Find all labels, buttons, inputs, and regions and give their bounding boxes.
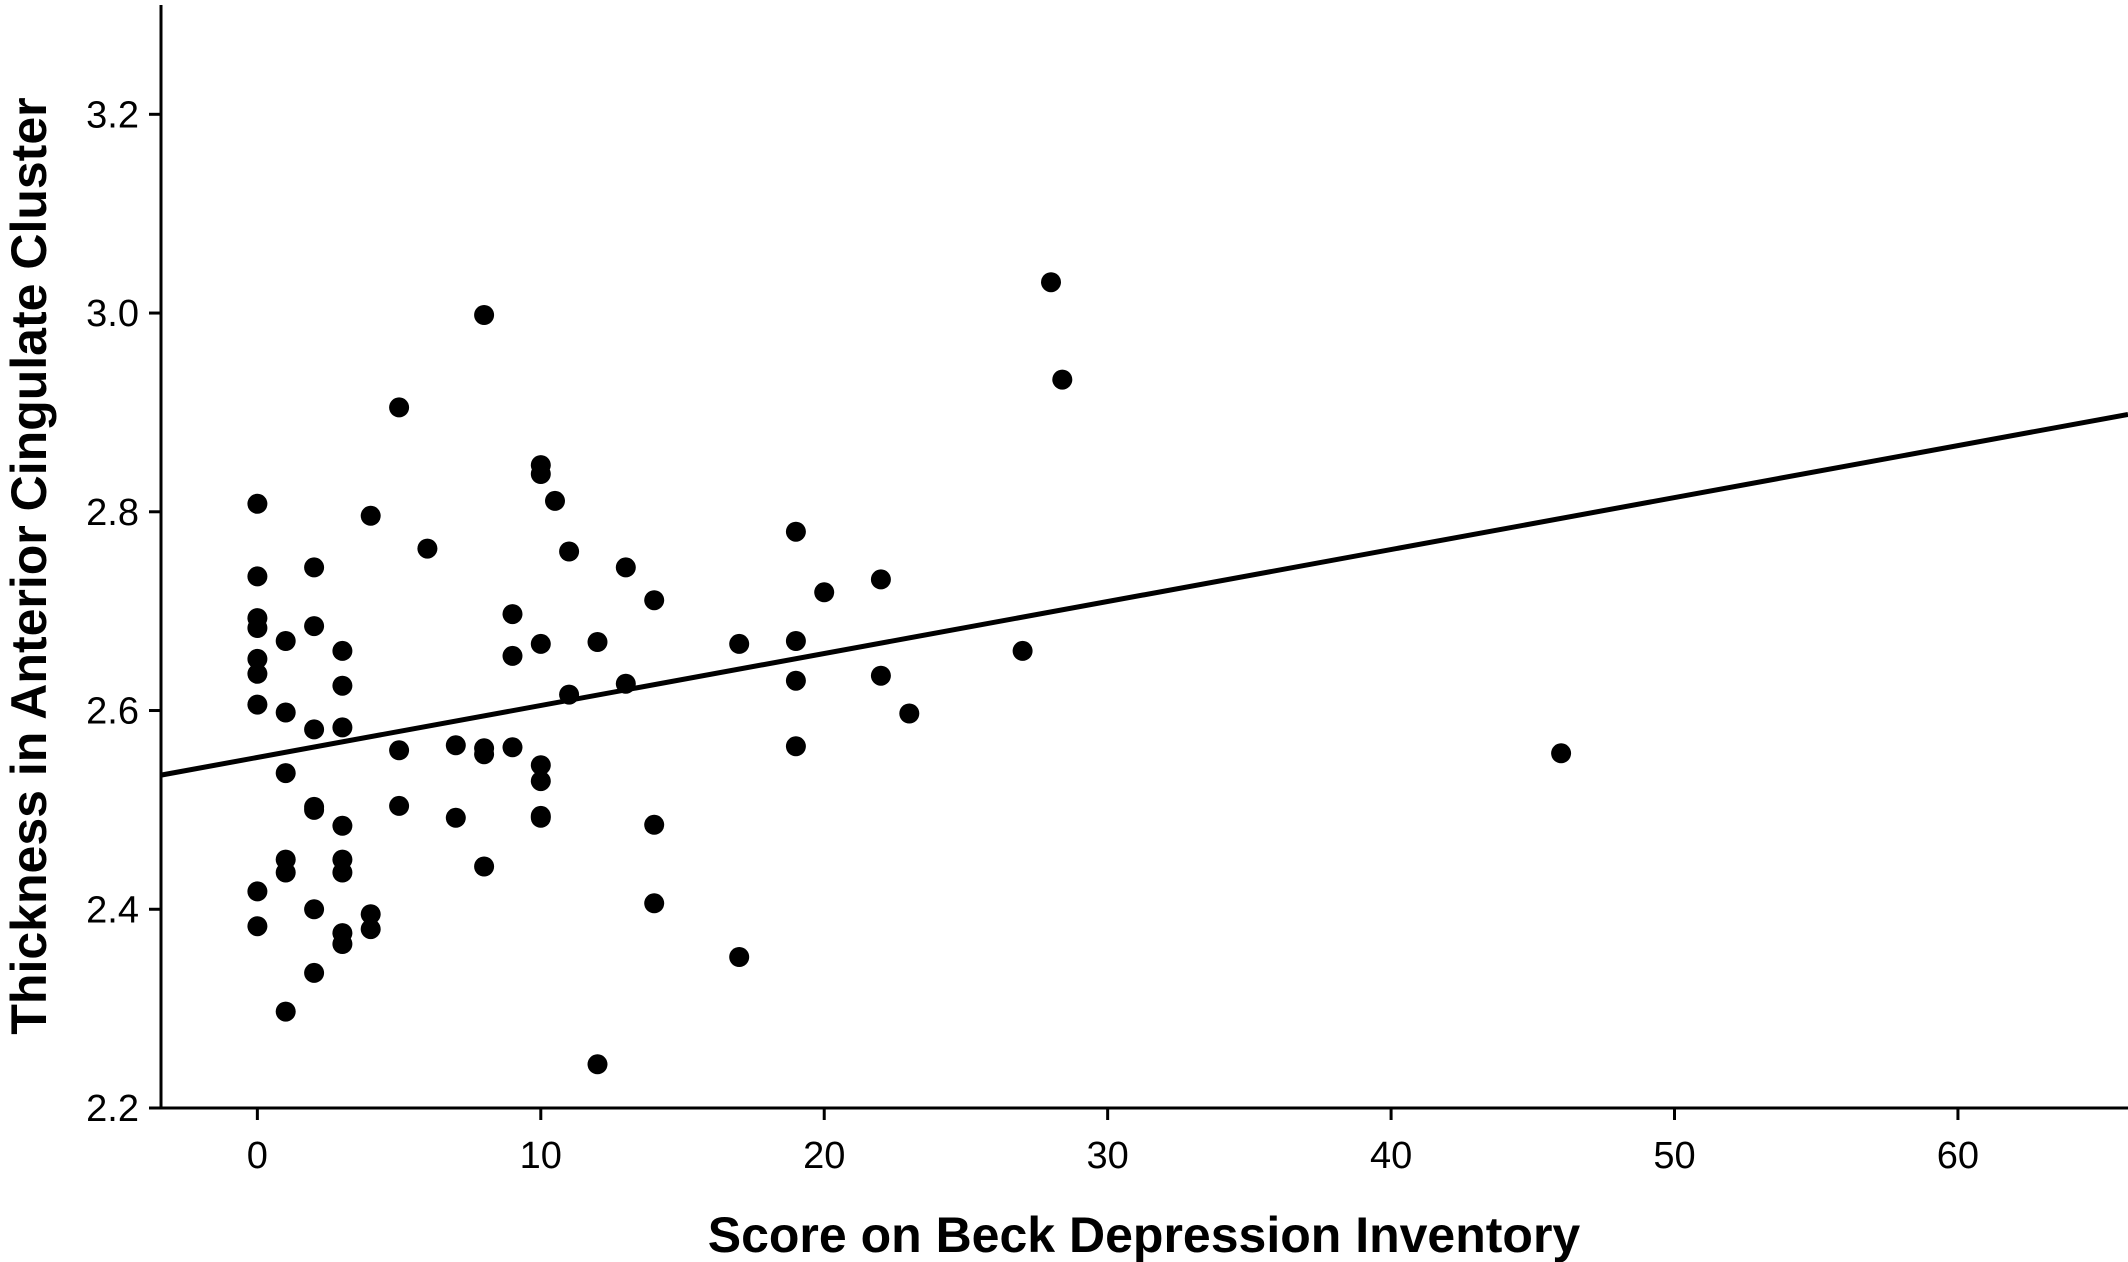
- data-point-34: [389, 740, 410, 761]
- data-point-10: [275, 702, 296, 723]
- data-point-4: [247, 648, 268, 669]
- data-point-32: [360, 919, 381, 940]
- data-point-70: [870, 569, 891, 590]
- data-point-37: [445, 735, 466, 756]
- data-point-45: [502, 737, 523, 758]
- data-point-8: [247, 916, 268, 937]
- data-point-72: [899, 703, 920, 724]
- x-tick-label-3: 30: [1087, 1135, 1129, 1177]
- y-tick-label-1: 2.4: [86, 889, 139, 931]
- data-point-15: [304, 557, 325, 578]
- data-point-54: [559, 541, 580, 562]
- y-tick-label-4: 3.0: [86, 293, 139, 335]
- data-point-75: [1052, 369, 1073, 390]
- data-point-47: [530, 464, 551, 484]
- data-point-16: [304, 616, 325, 637]
- y-tick-label-0: 2.2: [86, 1088, 139, 1130]
- data-point-1: [247, 566, 268, 587]
- data-point-66: [785, 631, 806, 651]
- data-point-19: [304, 799, 325, 820]
- y-axis-ticks: 2.2 2.4 2.6 2.8 3.0 3.2: [86, 94, 161, 1130]
- data-point-76: [1551, 743, 1572, 764]
- data-point-44: [502, 645, 523, 666]
- data-point-31: [360, 904, 381, 925]
- data-point-13: [275, 862, 296, 883]
- data-point-42: [474, 856, 495, 877]
- data-point-52: [530, 807, 551, 828]
- data-point-69: [814, 582, 835, 603]
- x-tick-label-5: 50: [1653, 1135, 1695, 1177]
- x-axis-ticks: 0 10 20 30 40 50 60: [247, 1108, 1979, 1177]
- data-point-64: [729, 947, 750, 967]
- x-tick-label-1: 10: [520, 1135, 562, 1177]
- data-point-39: [474, 305, 495, 325]
- data-point-25: [332, 815, 353, 836]
- data-point-27: [332, 862, 353, 883]
- data-point-55: [559, 684, 580, 705]
- data-point-62: [644, 893, 665, 914]
- x-tick-label-6: 60: [1937, 1135, 1979, 1177]
- data-point-29: [332, 934, 353, 954]
- data-point-50: [530, 771, 551, 792]
- data-point-73: [1012, 640, 1033, 661]
- data-point-7: [247, 881, 268, 902]
- data-point-63: [729, 633, 750, 654]
- data-point-9: [275, 631, 296, 651]
- data-point-24: [332, 717, 353, 738]
- data-point-11: [275, 763, 296, 784]
- data-point-60: [644, 590, 665, 611]
- data-point-17: [304, 719, 325, 740]
- data-point-49: [530, 755, 551, 776]
- data-point-38: [445, 807, 466, 828]
- data-point-56: [587, 632, 608, 652]
- data-point-36: [417, 538, 438, 559]
- x-tick-label-0: 0: [247, 1135, 268, 1177]
- x-tick-label-4: 40: [1370, 1135, 1412, 1177]
- x-tick-label-2: 20: [803, 1135, 845, 1177]
- data-point-41: [474, 744, 495, 765]
- data-point-68: [785, 736, 806, 757]
- data-point-65: [785, 521, 806, 542]
- data-point-71: [870, 665, 891, 686]
- data-point-43: [502, 604, 523, 625]
- data-point-35: [389, 795, 410, 816]
- data-point-3: [247, 618, 268, 638]
- data-point-6: [247, 694, 268, 715]
- data-point-67: [785, 670, 806, 691]
- data-point-5: [247, 663, 268, 684]
- data-point-33: [389, 397, 410, 418]
- regression-line: [160, 411, 2128, 778]
- data-point-59: [615, 673, 636, 694]
- data-point-74: [1041, 272, 1061, 293]
- y-tick-label-5: 3.2: [86, 94, 139, 136]
- data-points: [247, 272, 1572, 1075]
- data-point-0: [247, 493, 268, 514]
- data-point-30: [360, 505, 381, 526]
- y-axis-title: Thickness in Anterior Cingulate Cluster: [1, 97, 57, 1034]
- data-point-57: [587, 1054, 608, 1075]
- data-point-14: [275, 1001, 296, 1022]
- data-point-23: [332, 675, 353, 696]
- data-point-61: [644, 814, 665, 835]
- x-axis-title: Score on Beck Depression Inventory: [708, 1207, 1581, 1262]
- data-point-58: [615, 557, 636, 578]
- data-point-20: [304, 899, 325, 920]
- y-tick-label-2: 2.6: [86, 691, 139, 733]
- y-tick-label-3: 2.8: [86, 492, 139, 534]
- data-point-21: [304, 962, 325, 983]
- data-point-48: [530, 633, 551, 654]
- data-point-22: [332, 640, 353, 661]
- plot-area: 0 10 20 30 40 50 60 2.2 2.4 2.6 2.8 3.0 3.2: [86, 5, 2128, 1177]
- data-point-53: [545, 490, 565, 511]
